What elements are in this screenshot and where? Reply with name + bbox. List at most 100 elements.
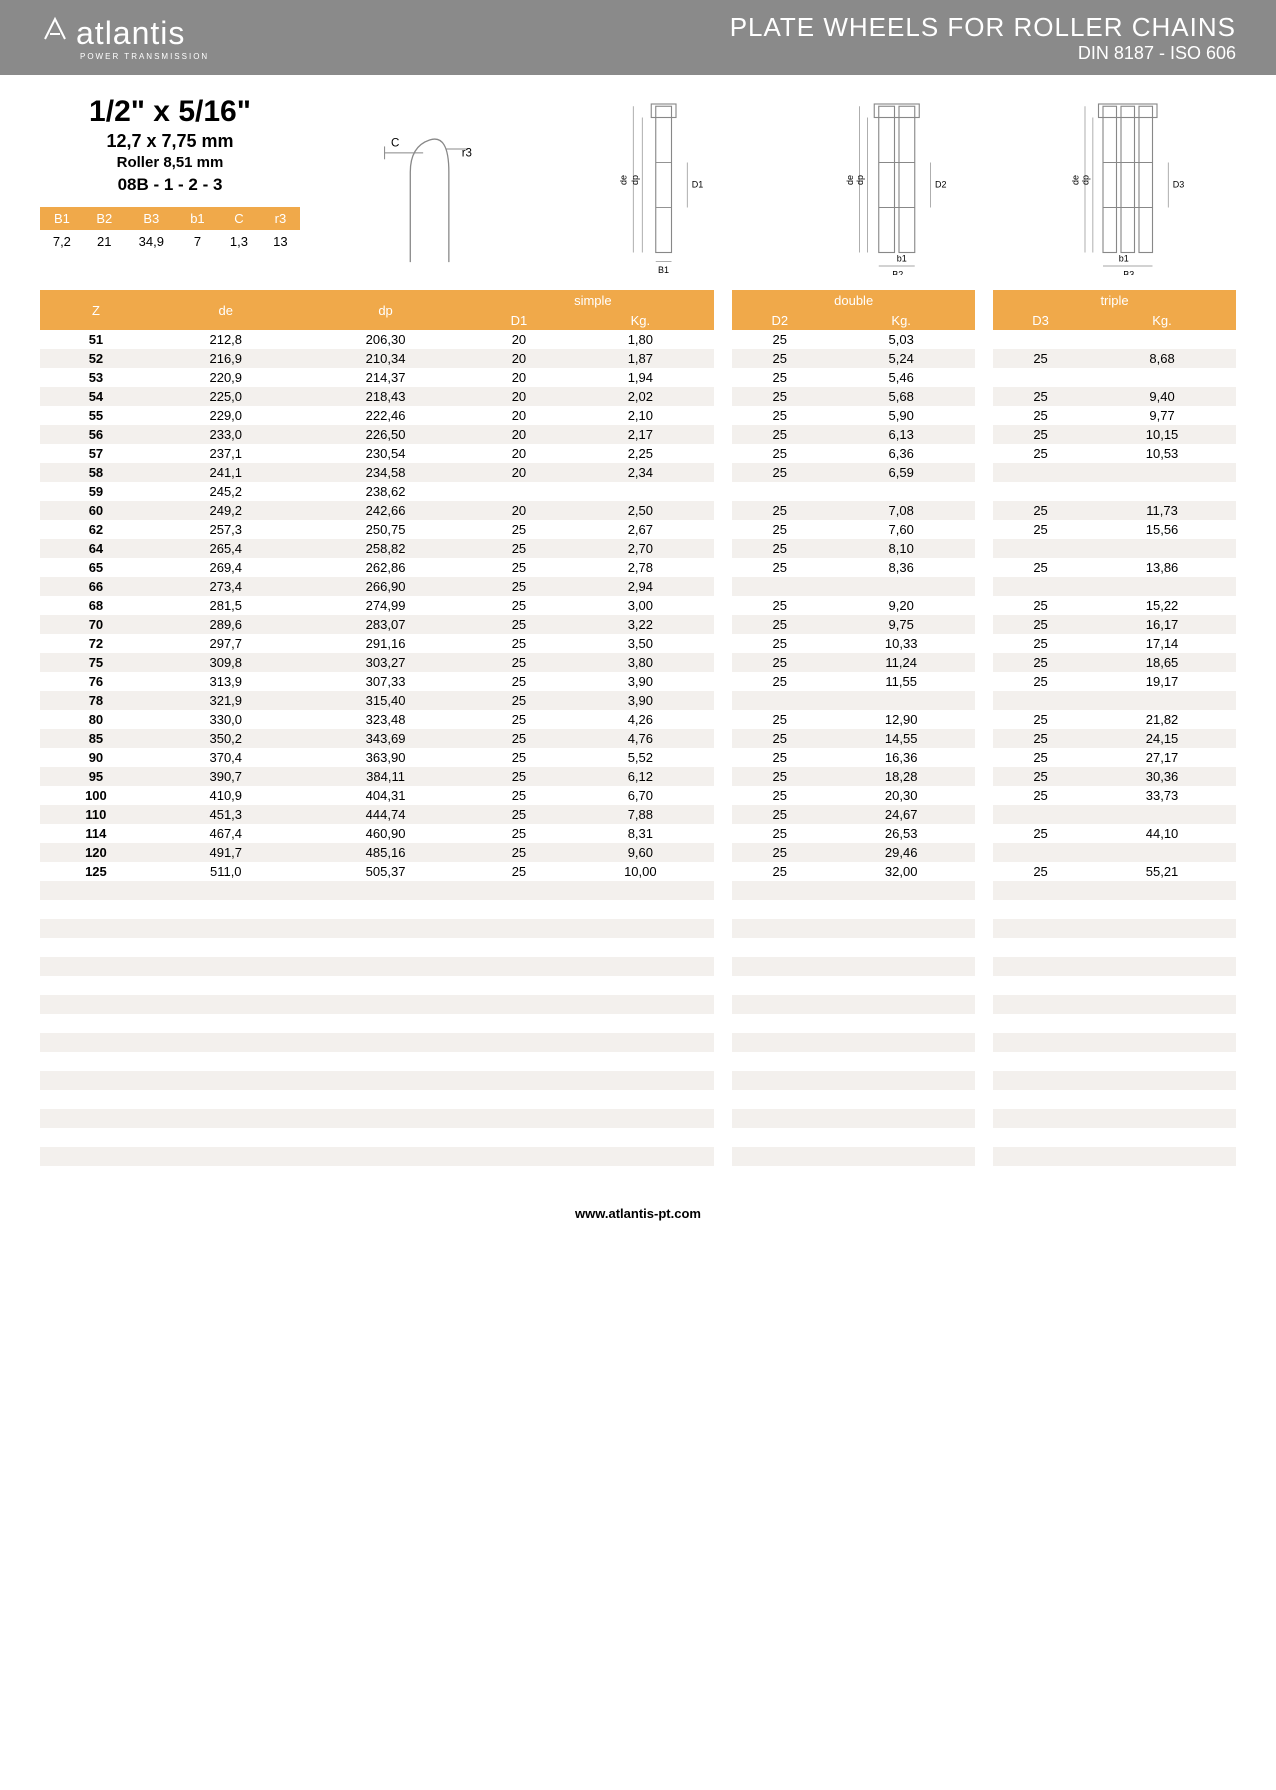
svg-text:dp: dp: [630, 175, 640, 185]
table-row: 52216,9210,34201,87255,24258,68: [40, 349, 1236, 368]
col-d1: D1: [471, 311, 566, 330]
spec-box: 1/2" x 5/16" 12,7 x 7,75 mm Roller 8,51 …: [40, 95, 300, 253]
logo-icon: [40, 14, 70, 51]
dim-header: r3: [261, 207, 300, 230]
header-right: PLATE WHEELS FOR ROLLER CHAINS DIN 8187 …: [730, 12, 1236, 64]
logo-text: atlantis: [76, 15, 209, 52]
footer-url: www.atlantis-pt.com: [40, 1206, 1236, 1261]
table-row: 57237,1230,54202,25256,362510,53: [40, 444, 1236, 463]
table-row-empty: [40, 1128, 1236, 1147]
table-row-empty: [40, 976, 1236, 995]
header-subtitle: DIN 8187 - ISO 606: [730, 43, 1236, 64]
table-row: 56233,0226,50202,17256,132510,15: [40, 425, 1236, 444]
svg-text:dp: dp: [855, 175, 865, 185]
dim-header: b1: [178, 207, 217, 230]
table-row-empty: [40, 1052, 1236, 1071]
table-row-empty: [40, 881, 1236, 900]
col-kg3: Kg.: [1088, 311, 1236, 330]
table-row: 85350,2343,69254,762514,552524,15: [40, 729, 1236, 748]
svg-text:B1: B1: [658, 265, 669, 275]
table-row: 78321,9315,40253,90: [40, 691, 1236, 710]
table-row: 80330,0323,48254,262512,902521,82: [40, 710, 1236, 729]
header-title: PLATE WHEELS FOR ROLLER CHAINS: [730, 12, 1236, 43]
svg-text:C: C: [391, 137, 399, 149]
table-row: 60249,2242,66202,50257,082511,73: [40, 501, 1236, 520]
dim-header: B3: [125, 207, 178, 230]
diagram-double: de dp D2 b1 B2: [799, 95, 999, 275]
table-row: 72297,7291,16253,502510,332517,14: [40, 634, 1236, 653]
col-kg2: Kg.: [827, 311, 975, 330]
table-row: 65269,4262,86252,78258,362513,86: [40, 558, 1236, 577]
table-row-empty: [40, 938, 1236, 957]
svg-text:B2: B2: [892, 269, 903, 275]
svg-text:b1: b1: [1119, 254, 1129, 264]
table-row: 68281,5274,99253,00259,202515,22: [40, 596, 1236, 615]
col-kg1: Kg.: [566, 311, 714, 330]
logo: atlantis POWER TRANSMISSION: [40, 14, 209, 61]
col-dp: dp: [300, 290, 472, 330]
table-row: 64265,4258,82252,70258,10: [40, 539, 1236, 558]
svg-text:dp: dp: [1081, 175, 1091, 185]
table-row: 62257,3250,75252,67257,602515,56: [40, 520, 1236, 539]
diagram-simple: de dp D1 B1: [567, 95, 767, 275]
diagram-triple: de dp D3 b1 B3: [1030, 95, 1230, 275]
group-simple: simple: [471, 290, 714, 311]
dim-header: C: [217, 207, 261, 230]
dim-value: 7: [178, 230, 217, 253]
svg-text:de: de: [1071, 175, 1081, 185]
group-double: double: [732, 290, 975, 311]
content: 1/2" x 5/16" 12,7 x 7,75 mm Roller 8,51 …: [0, 75, 1276, 1281]
dim-value: 1,3: [217, 230, 261, 253]
col-d3: D3: [993, 311, 1088, 330]
svg-text:D2: D2: [935, 179, 947, 189]
svg-text:r3: r3: [461, 148, 471, 160]
col-de: de: [152, 290, 300, 330]
diagrams: C r3 de dp D1 B1: [330, 95, 1236, 275]
table-row: 55229,0222,46202,10255,90259,77: [40, 406, 1236, 425]
table-row: 59245,2238,62: [40, 482, 1236, 501]
table-row: 114467,4460,90258,312526,532544,10: [40, 824, 1236, 843]
table-row: 70289,6283,07253,22259,752516,17: [40, 615, 1236, 634]
dim-value: 21: [84, 230, 125, 253]
table-row-empty: [40, 957, 1236, 976]
table-row: 120491,7485,16259,602529,46: [40, 843, 1236, 862]
spec-code: 08B - 1 - 2 - 3: [40, 175, 300, 195]
spec-roller: Roller 8,51 mm: [40, 154, 300, 171]
table-row-empty: [40, 995, 1236, 1014]
table-row-empty: [40, 900, 1236, 919]
svg-text:b1: b1: [897, 254, 907, 264]
header-bar: atlantis POWER TRANSMISSION PLATE WHEELS…: [0, 0, 1276, 75]
dim-value: 34,9: [125, 230, 178, 253]
table-row-empty: [40, 1071, 1236, 1090]
table-row-empty: [40, 1109, 1236, 1128]
table-row-empty: [40, 919, 1236, 938]
table-row: 76313,9307,33253,902511,552519,17: [40, 672, 1236, 691]
spec-title: 1/2" x 5/16": [40, 95, 300, 129]
table-row: 100410,9404,31256,702520,302533,73: [40, 786, 1236, 805]
table-row-empty: [40, 1033, 1236, 1052]
table-row: 75309,8303,27253,802511,242518,65: [40, 653, 1236, 672]
spec-mm: 12,7 x 7,75 mm: [40, 131, 300, 152]
table-row-empty: [40, 1090, 1236, 1109]
diagram-tooth: C r3: [336, 95, 536, 275]
table-row: 125511,0505,372510,002532,002555,21: [40, 862, 1236, 881]
spec-row: 1/2" x 5/16" 12,7 x 7,75 mm Roller 8,51 …: [40, 95, 1236, 275]
dim-header: B2: [84, 207, 125, 230]
table-row: 51212,8206,30201,80255,03: [40, 330, 1236, 349]
dimensions-table: B1B2B3b1Cr3 7,22134,971,313: [40, 207, 300, 253]
col-z: Z: [40, 290, 152, 330]
svg-text:de: de: [619, 175, 629, 185]
table-row: 54225,0218,43202,02255,68259,40: [40, 387, 1236, 406]
logo-subtitle: POWER TRANSMISSION: [80, 52, 209, 61]
dim-value: 7,2: [40, 230, 84, 253]
svg-text:B3: B3: [1124, 269, 1135, 275]
table-row: 53220,9214,37201,94255,46: [40, 368, 1236, 387]
table-row-empty: [40, 1014, 1236, 1033]
table-row: 95390,7384,11256,122518,282530,36: [40, 767, 1236, 786]
table-row-empty: [40, 1147, 1236, 1166]
table-row: 58241,1234,58202,34256,59: [40, 463, 1236, 482]
table-row: 110451,3444,74257,882524,67: [40, 805, 1236, 824]
group-triple: triple: [993, 290, 1236, 311]
svg-text:D3: D3: [1173, 179, 1185, 189]
svg-text:D1: D1: [692, 179, 704, 189]
